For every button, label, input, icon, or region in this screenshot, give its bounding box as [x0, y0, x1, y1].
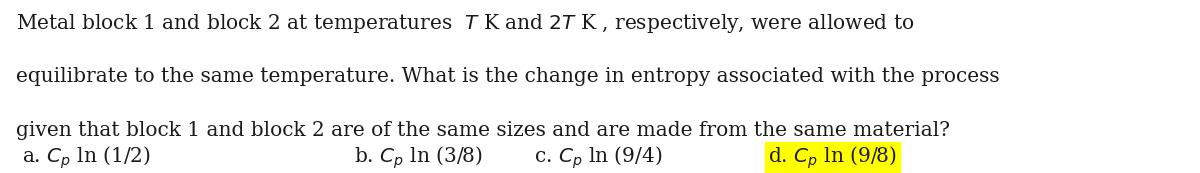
Text: Metal block 1 and block 2 at temperatures  $T$ K and $2T$ K , respectively, were: Metal block 1 and block 2 at temperature… — [16, 12, 914, 35]
Text: b. $C_p$ ln (3/8): b. $C_p$ ln (3/8) — [354, 145, 482, 171]
Text: c. $C_p$ ln (9/4): c. $C_p$ ln (9/4) — [534, 145, 662, 171]
Text: a. $C_p$ ln (1/2): a. $C_p$ ln (1/2) — [22, 145, 151, 171]
Text: equilibrate to the same temperature. What is the change in entropy associated wi: equilibrate to the same temperature. Wha… — [16, 67, 1000, 86]
Text: given that block 1 and block 2 are of the same sizes and are made from the same : given that block 1 and block 2 are of th… — [16, 121, 949, 140]
Text: d. $C_p$ ln (9/8): d. $C_p$ ln (9/8) — [768, 145, 896, 171]
